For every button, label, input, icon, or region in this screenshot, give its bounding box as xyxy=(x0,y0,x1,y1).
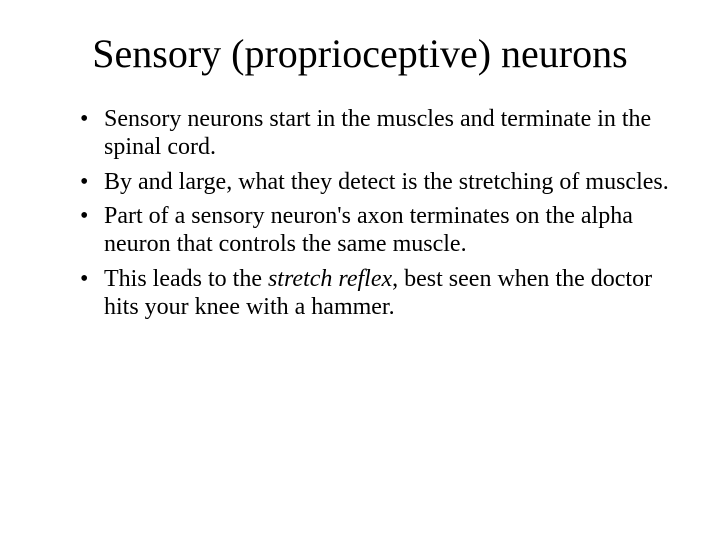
bullet-text: Sensory neurons start in the muscles and… xyxy=(104,106,651,160)
list-item: Sensory neurons start in the muscles and… xyxy=(80,105,670,162)
bullet-text: By and large, what they detect is the st… xyxy=(104,169,669,195)
bullet-list: Sensory neurons start in the muscles and… xyxy=(50,105,670,321)
list-item: By and large, what they detect is the st… xyxy=(80,168,670,196)
bullet-italic: stretch reflex xyxy=(268,266,392,292)
bullet-prefix: This leads to the xyxy=(104,266,268,292)
slide-container: Sensory (proprioceptive) neurons Sensory… xyxy=(0,0,720,540)
list-item: Part of a sensory neuron's axon terminat… xyxy=(80,202,670,259)
bullet-text: Part of a sensory neuron's axon terminat… xyxy=(104,203,633,257)
slide-title: Sensory (proprioceptive) neurons xyxy=(50,30,670,77)
list-item: This leads to the stretch reflex, best s… xyxy=(80,265,670,322)
